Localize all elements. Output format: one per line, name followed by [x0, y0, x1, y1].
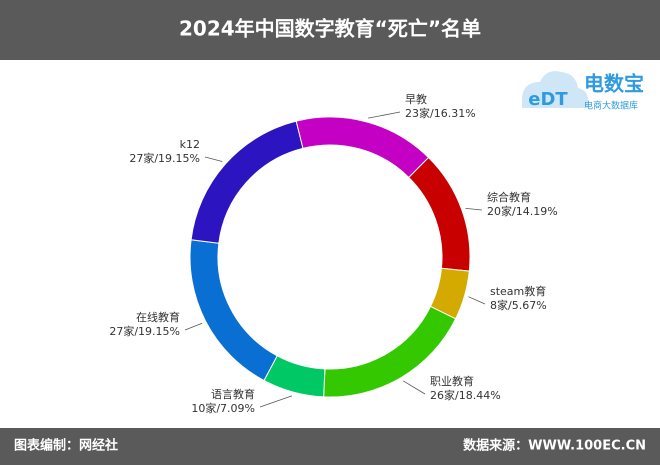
leader-line: [465, 207, 483, 211]
slice-value-label: 26家/18.44%: [430, 388, 501, 402]
slice-value-label: 20家/14.19%: [487, 204, 558, 218]
donut-slice: [190, 120, 304, 244]
leader-line: [259, 395, 292, 408]
leader-line: [468, 296, 486, 305]
footer-right: 数据来源：WWW.100EC.CN: [463, 438, 646, 454]
logo-subtitle: 电商大数据库: [584, 100, 638, 112]
logo-cloud: [522, 71, 588, 108]
slice-category: steam教育: [490, 284, 546, 298]
slice-value-label: 27家/19.15%: [109, 324, 180, 338]
slice-value-label: 8家/5.67%: [490, 298, 547, 312]
chart-title: 2024年中国数字教育“死亡”名单: [179, 17, 481, 41]
logo-mark: eDT: [528, 89, 568, 110]
slice-value-label: 27家/19.15%: [129, 151, 200, 165]
slice-value-label: 10家/7.09%: [191, 401, 255, 415]
leader-line: [204, 156, 223, 162]
slice-category: 在线教育: [136, 310, 180, 324]
slice-value-label: 23家/16.31%: [405, 106, 476, 120]
slice-category: 语言教育: [211, 387, 255, 401]
footer-left: 图表编制：网经社: [14, 438, 118, 454]
logo-name: 电数宝: [584, 72, 644, 96]
slice-category: k12: [180, 138, 200, 151]
footer-bar: [0, 428, 660, 465]
slice-category: 综合教育: [487, 190, 531, 204]
header-bar: [0, 0, 660, 60]
leader-line: [184, 322, 203, 331]
slice-category: 早教: [405, 93, 427, 106]
leader-line: [403, 380, 426, 395]
logo: eDT 电数宝 电商大数据库: [522, 71, 644, 112]
slice-category: 职业教育: [430, 374, 474, 388]
leader-line: [368, 111, 401, 119]
